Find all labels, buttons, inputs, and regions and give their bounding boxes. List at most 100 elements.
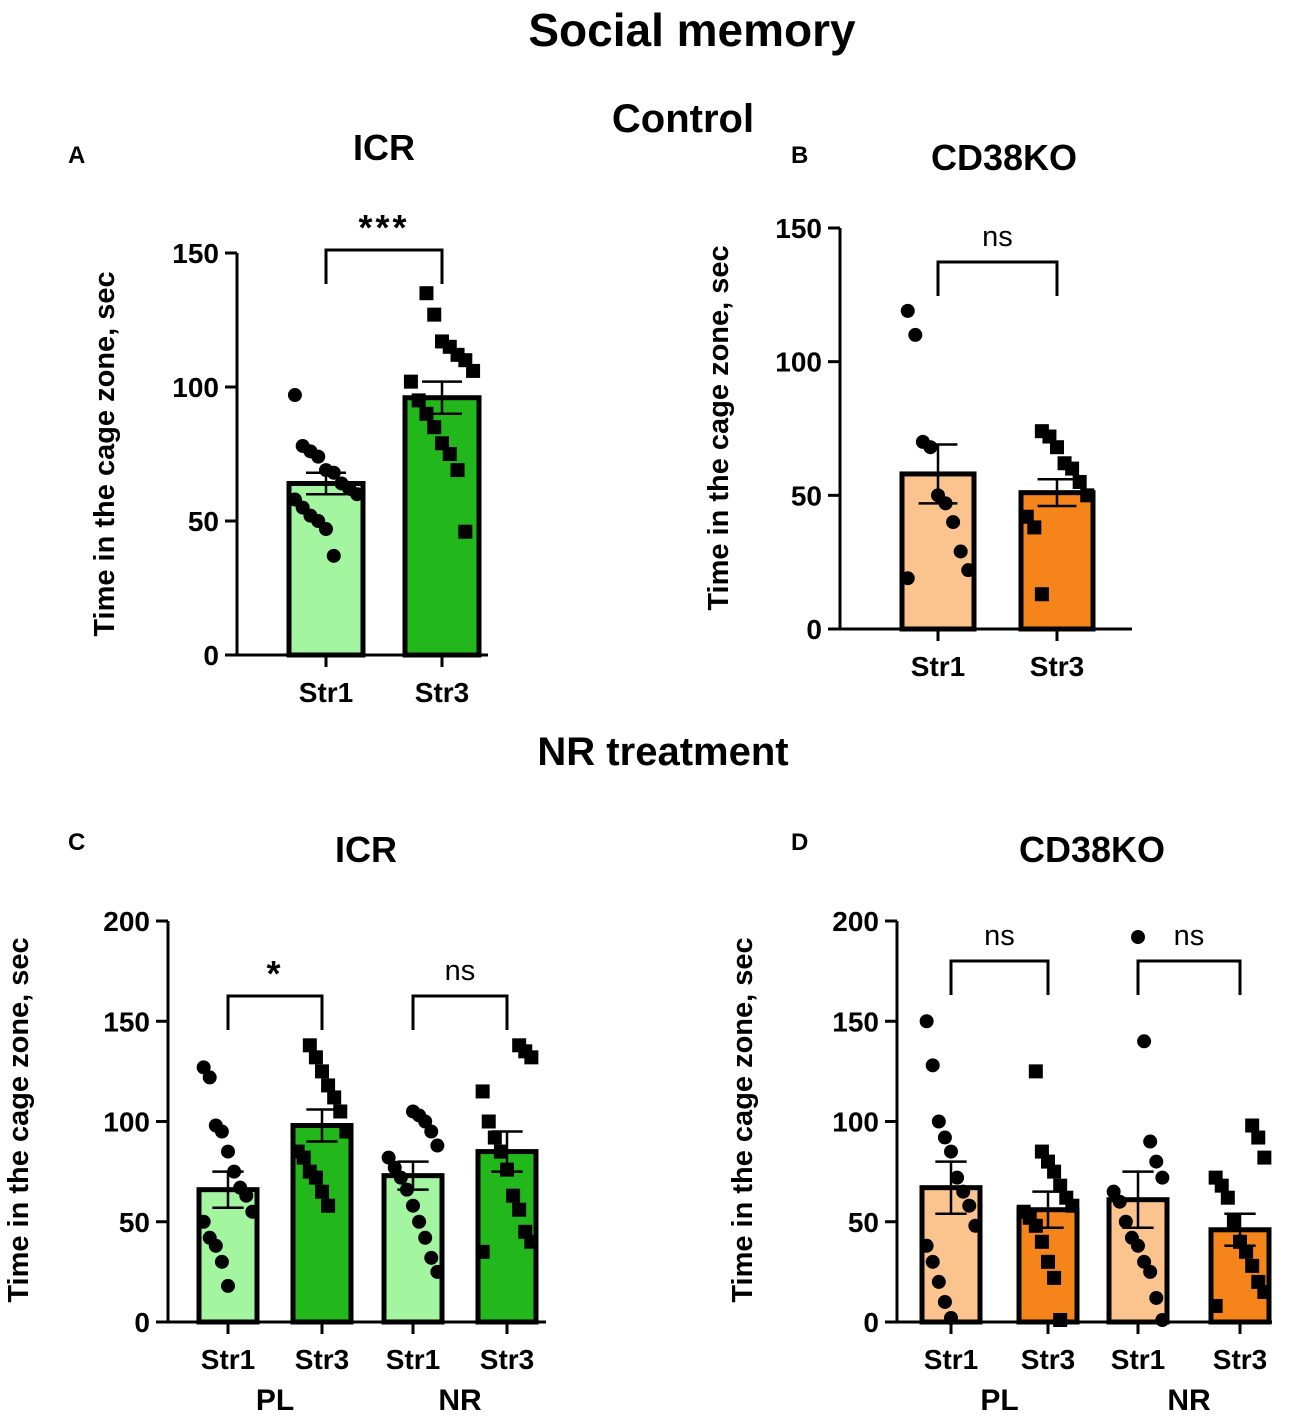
panel-c-category-label: Str3 — [480, 1344, 534, 1375]
panel-d-data-point — [962, 1198, 977, 1213]
panel-d-data-point — [1149, 1290, 1164, 1305]
panel-d-data-point — [1143, 1134, 1158, 1149]
panel-c-data-point — [493, 1144, 508, 1159]
panel-d-category-label: Str1 — [1111, 1344, 1165, 1375]
panel-d-data-point — [1257, 1150, 1272, 1165]
panel-b-y-tick-label: 50 — [791, 480, 822, 511]
panel-c-data-point — [487, 1130, 502, 1145]
panel-c-data-point — [339, 1124, 354, 1139]
panel-a-data-point — [287, 388, 302, 403]
panel-a-y-axis-label: Time in the cage zone, sec — [89, 271, 121, 636]
panel-letter-d: D — [791, 829, 808, 856]
chart-panel-c: ICR Time in the cage zone, sec 0 50 100 150 20… — [3, 829, 546, 1417]
panel-d-significance-bracket — [1136, 959, 1242, 995]
panel-d-data-point — [1208, 1298, 1223, 1313]
panel-d-y-tick-label: 200 — [832, 906, 879, 937]
panel-d-group-label: NR — [1167, 1384, 1211, 1417]
panel-d-data-point — [1143, 1264, 1158, 1279]
panel-a-category-label: Str1 — [299, 677, 353, 708]
panel-c-data-point — [214, 1254, 229, 1269]
panel-d-data-point — [1251, 1130, 1266, 1145]
panel-d-group-label: PL — [980, 1384, 1018, 1417]
panel-b-data-point — [1019, 509, 1034, 524]
panel-b-significance-label: ns — [982, 221, 1013, 253]
panel-b-data-point — [1072, 474, 1087, 489]
panel-c-data-point — [214, 1124, 229, 1139]
panel-a-title: ICR — [353, 127, 415, 168]
panel-d-data-point — [937, 1294, 952, 1309]
panel-b-significance-bracket — [936, 260, 1059, 296]
panel-c-data-point — [475, 1244, 490, 1259]
panel-a-significance-bracket — [324, 248, 444, 284]
panel-a-data-point — [427, 307, 442, 322]
panel-b-data-point — [900, 571, 915, 586]
panel-d-data-point — [937, 1130, 952, 1145]
panel-b-y-tick-label: 0 — [806, 614, 822, 645]
panel-b-data-point — [1027, 520, 1042, 535]
panel-d-y-axis-label: Time in the cage zone, sec — [727, 937, 759, 1302]
figure-title: Social memory — [528, 4, 856, 56]
panel-d-data-point — [1155, 1170, 1170, 1185]
panel-c-category-label: Str1 — [386, 1344, 440, 1375]
panel-c-bar-3 — [381, 1173, 445, 1325]
panel-c-data-point — [406, 1198, 420, 1213]
panel-c-data-point — [245, 1204, 260, 1219]
panel-c-data-point — [524, 1234, 539, 1249]
panel-b-y-axis-label: Time in the cage zone, sec — [703, 245, 735, 610]
panel-c-y-tick-label: 50 — [119, 1207, 150, 1238]
panel-c-data-point — [512, 1202, 527, 1217]
panel-a-data-point — [435, 436, 449, 451]
panel-d-data-point — [1226, 1214, 1241, 1229]
panel-d-significance-label: ns — [984, 920, 1015, 952]
panel-b-data-point — [1042, 429, 1057, 444]
panel-c-data-point — [387, 1160, 402, 1175]
panel-d-data-point — [931, 1114, 946, 1129]
panel-c-y-tick-label: 150 — [103, 1006, 150, 1037]
panel-d-data-point — [1245, 1258, 1260, 1273]
panel-d-data-point — [919, 1238, 934, 1253]
panel-c-data-point — [196, 1060, 211, 1075]
panel-b-y-tick-label: 100 — [775, 347, 822, 378]
panel-a-y-tick-label: 50 — [188, 506, 219, 537]
panel-d-data-point — [1214, 1178, 1229, 1193]
panel-b-category-label: Str3 — [1030, 651, 1084, 682]
panel-a-data-point — [442, 447, 457, 461]
panel-b-data-point — [961, 563, 976, 578]
panel-b-data-point — [1050, 440, 1064, 455]
panel-c-data-point — [221, 1144, 235, 1159]
panel-d-title: CD38KO — [1019, 829, 1165, 870]
panel-d-y-tick-label: 50 — [848, 1207, 879, 1238]
panel-b-data-point — [1065, 461, 1080, 476]
panel-c-data-point — [221, 1278, 235, 1293]
panel-d-data-point — [931, 1274, 946, 1289]
chart-panel-d: CD38KO Time in the cage zone, sec 0 50 100 15… — [727, 829, 1272, 1417]
panel-c-data-point — [424, 1124, 439, 1139]
panel-d-data-point — [1137, 1034, 1152, 1049]
panel-d-data-point — [1220, 1190, 1235, 1205]
panel-d-data-point — [1131, 1238, 1145, 1253]
panel-c-significance-label: * — [266, 953, 283, 994]
panel-c-data-point — [506, 1188, 521, 1203]
panel-d-data-point — [925, 1254, 940, 1269]
panel-d-data-point — [1065, 1198, 1080, 1213]
panel-c-data-point — [202, 1070, 217, 1085]
panel-d-y-tick-label: 0 — [863, 1307, 879, 1338]
section-title-control: Control — [612, 97, 754, 141]
panel-b-category-label: Str1 — [911, 651, 965, 682]
panel-c-data-point — [327, 1090, 342, 1105]
panel-c-data-point — [315, 1184, 329, 1199]
panel-c-data-point — [393, 1170, 408, 1185]
panel-c-significance-bracket — [226, 994, 324, 1030]
panel-letter-a: A — [68, 142, 85, 169]
panel-d-data-point — [968, 1218, 983, 1233]
panel-c-significance-label: ns — [445, 955, 476, 987]
panel-d-y-tick-label: 150 — [832, 1006, 879, 1037]
panel-c-data-point — [481, 1114, 496, 1129]
panel-a-data-point — [419, 286, 434, 301]
panel-d-data-point — [919, 1014, 934, 1029]
panel-a-category-label: Str3 — [415, 677, 469, 708]
panel-d-category-label: Str1 — [924, 1344, 978, 1375]
panel-c-y-tick-label: 100 — [103, 1107, 150, 1138]
chart-panel-a: ICR Time in the cage zone, sec 0 50 100 150 St… — [89, 127, 488, 708]
